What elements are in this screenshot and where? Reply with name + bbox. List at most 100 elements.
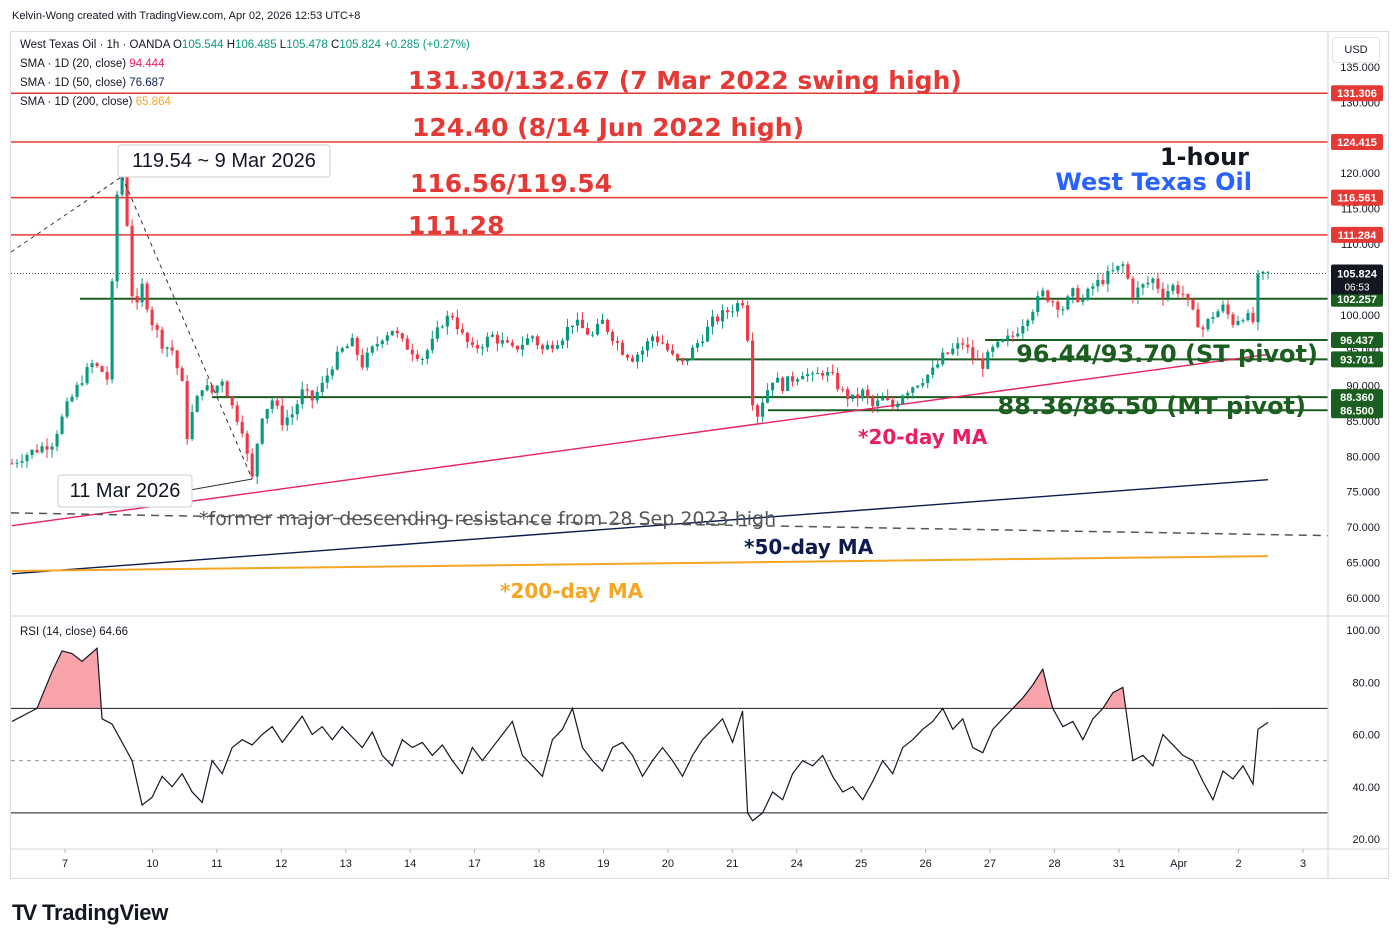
candle xyxy=(726,306,730,319)
candle-body xyxy=(1236,321,1240,325)
candle-body xyxy=(590,334,595,336)
candle-body xyxy=(425,350,429,359)
time-tick-label: 12 xyxy=(275,858,287,870)
candle-body xyxy=(976,358,980,360)
candle-body xyxy=(956,343,960,349)
candle-body xyxy=(680,358,685,362)
descending-resistance-line xyxy=(10,512,1329,537)
r4-label: 111.28 xyxy=(408,211,504,240)
ma50-label: *50-day MA xyxy=(744,535,874,559)
candle-body xyxy=(235,405,239,422)
candle-body xyxy=(160,329,164,349)
candle xyxy=(761,396,765,423)
candle xyxy=(375,336,379,352)
candle xyxy=(680,357,685,365)
candle xyxy=(425,348,429,365)
candle xyxy=(585,322,590,336)
candle-body xyxy=(1266,271,1270,273)
candle-body xyxy=(370,346,374,353)
candle-body xyxy=(505,340,509,343)
candle xyxy=(260,417,264,446)
level-price-tag: 93.701 xyxy=(1331,351,1383,368)
level-tag-bg xyxy=(1331,351,1383,368)
candle xyxy=(165,346,169,358)
candle-body xyxy=(355,337,359,355)
level-tag-bg xyxy=(1331,133,1383,150)
candle xyxy=(816,367,820,375)
candle-body xyxy=(1201,327,1205,330)
candle-body xyxy=(1221,304,1225,312)
candle-body xyxy=(410,349,414,355)
candle-body xyxy=(1111,270,1115,272)
candle-body xyxy=(766,390,770,403)
candle xyxy=(50,442,54,458)
rsi-tick-label: 40.00 xyxy=(1352,782,1380,794)
candle xyxy=(776,372,780,383)
candle-body xyxy=(801,375,805,380)
level-tag-bg xyxy=(1331,331,1383,348)
candle xyxy=(911,386,915,399)
candles xyxy=(10,171,1270,484)
candle-body xyxy=(375,344,379,347)
candle xyxy=(555,339,559,350)
candle-body xyxy=(400,333,404,339)
legend-sma20: SMA · 1D (20, close) 94.444 xyxy=(20,58,165,70)
candle xyxy=(1061,305,1065,316)
candle-body xyxy=(665,343,670,351)
candle xyxy=(395,326,399,338)
candle-body xyxy=(90,363,94,368)
candle-body xyxy=(580,319,584,329)
candle xyxy=(490,331,494,338)
candle xyxy=(345,343,349,349)
candle xyxy=(530,335,534,343)
candle xyxy=(385,331,389,346)
candle xyxy=(665,339,670,353)
candle-body xyxy=(225,381,229,397)
candle-body xyxy=(991,346,995,352)
candle-body xyxy=(1011,335,1015,337)
candle-body xyxy=(490,334,494,337)
candle-body xyxy=(1191,299,1195,310)
candle-body xyxy=(195,395,199,413)
candle xyxy=(60,414,64,436)
candle xyxy=(1256,269,1260,331)
low-callout-label: 11 Mar 2026 xyxy=(70,480,181,502)
candle-body xyxy=(45,446,49,450)
candle xyxy=(891,396,895,411)
candle xyxy=(190,404,194,441)
time-tick-label: 3 xyxy=(1300,858,1306,870)
candle-body xyxy=(265,408,269,419)
candle-body xyxy=(530,336,534,339)
candle xyxy=(1096,273,1100,293)
candle-body xyxy=(690,347,695,360)
candle-body xyxy=(30,449,34,455)
candle-body xyxy=(1231,314,1235,325)
currency-button[interactable]: USD xyxy=(1332,37,1380,63)
candle xyxy=(265,408,269,424)
time-tick-label: 24 xyxy=(791,858,803,870)
last-price-label: 105.824 xyxy=(1337,269,1378,281)
candle xyxy=(701,334,705,347)
candle-body xyxy=(1026,320,1030,326)
candle-body xyxy=(791,376,795,382)
price-tick-label: 135.000 xyxy=(1340,62,1380,74)
candle xyxy=(610,329,615,346)
tradingview-logo[interactable]: TV TradingView xyxy=(12,900,168,926)
candle xyxy=(560,338,564,349)
candle xyxy=(1111,262,1115,273)
candle xyxy=(946,352,950,355)
candle xyxy=(996,341,1000,349)
candle xyxy=(1126,261,1130,280)
candle xyxy=(1206,318,1210,332)
rsi-tick-label: 20.00 xyxy=(1352,834,1380,846)
candle-body xyxy=(500,340,504,344)
candle xyxy=(350,333,354,347)
candle xyxy=(1121,261,1125,274)
r2-label: 124.40 (8/14 Jun 2022 high) xyxy=(412,113,804,142)
candle-body xyxy=(811,373,815,375)
high-callout-box xyxy=(117,144,331,178)
level-tag-bg xyxy=(1331,402,1383,419)
candle-body xyxy=(1256,273,1260,323)
candle xyxy=(435,320,439,343)
